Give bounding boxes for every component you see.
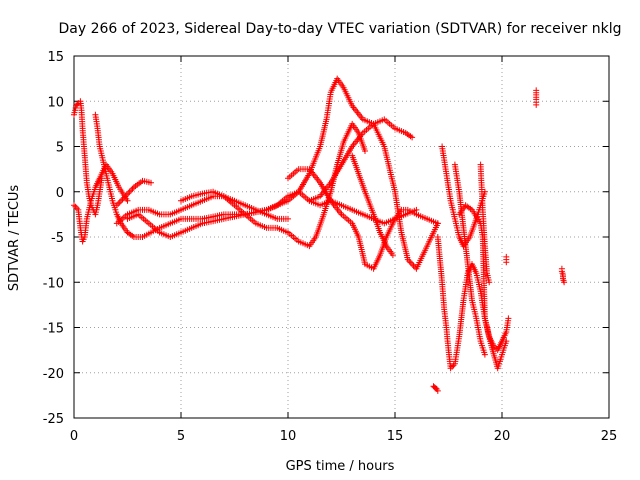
series-arc16 (430, 383, 441, 394)
x-axis-label: GPS time / hours (286, 459, 395, 474)
y-tick-label: 15 (47, 50, 64, 65)
marker-trace (306, 120, 441, 272)
series-arc13 (451, 161, 488, 358)
series-arc19 (558, 265, 568, 286)
x-tick-label: 5 (177, 429, 185, 444)
series-arc8 (285, 166, 441, 272)
marker-trace (71, 161, 131, 245)
marker-trace (451, 161, 488, 358)
x-tick-label: 0 (70, 429, 78, 444)
x-tick-label: 20 (494, 429, 511, 444)
y-tick-label: 10 (47, 95, 64, 110)
series-arc17 (503, 253, 510, 266)
marker-trace (503, 253, 510, 266)
y-axis-label: SDTVAR / TECUs (7, 185, 22, 292)
axis-ticks: 0 5 10 15 20 25 -25 -20 -15 -10 -5 0 5 10 15 (43, 50, 618, 444)
series-arc2 (71, 161, 131, 245)
series-arc1 (71, 98, 105, 218)
y-tick-label: -15 (43, 322, 64, 337)
x-tick-label: 15 (387, 429, 404, 444)
marker-trace (71, 98, 105, 218)
data-points (71, 75, 568, 394)
chart-title: Day 266 of 2023, Sidereal Day-to-day VTE… (59, 21, 622, 37)
series-arc18 (533, 87, 540, 108)
series-arc15 (477, 161, 493, 286)
marker-trace (113, 177, 154, 209)
series-arc9 (306, 120, 441, 272)
marker-trace (558, 265, 568, 286)
marker-trace (349, 152, 396, 259)
marker-trace (285, 166, 441, 272)
marker-trace (178, 188, 291, 222)
y-tick-label: 5 (56, 141, 64, 156)
y-tick-label: -20 (43, 367, 64, 382)
x-tick-label: 10 (280, 429, 297, 444)
marker-trace (430, 383, 441, 394)
grid-lines (74, 56, 609, 418)
y-tick-label: 0 (56, 186, 64, 201)
x-tick-label: 25 (601, 429, 618, 444)
marker-trace (533, 87, 540, 108)
series-arc6 (113, 177, 154, 209)
y-tick-label: -10 (43, 276, 64, 291)
y-tick-label: -25 (43, 412, 64, 427)
series-arc7 (178, 188, 291, 222)
series-arc10 (349, 152, 396, 259)
y-tick-label: -5 (51, 231, 64, 246)
marker-trace (477, 161, 493, 286)
